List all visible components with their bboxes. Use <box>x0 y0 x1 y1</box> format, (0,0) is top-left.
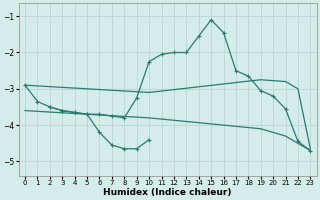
X-axis label: Humidex (Indice chaleur): Humidex (Indice chaleur) <box>103 188 232 197</box>
